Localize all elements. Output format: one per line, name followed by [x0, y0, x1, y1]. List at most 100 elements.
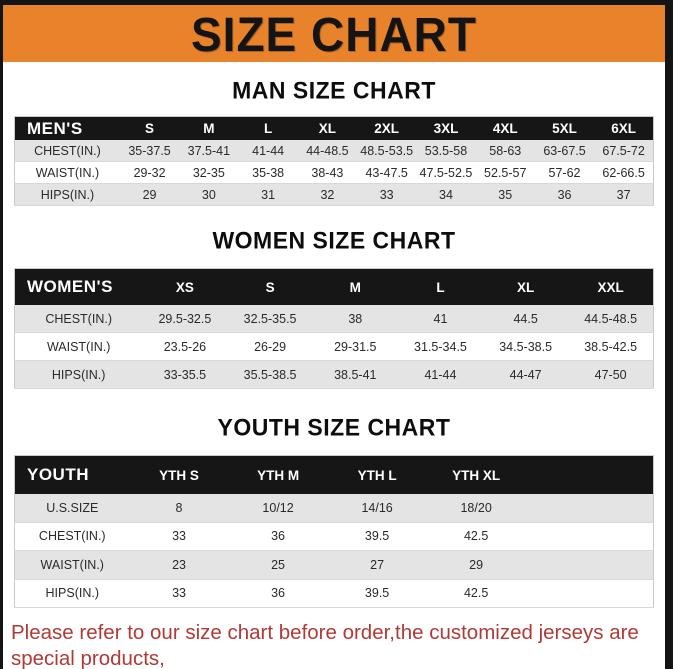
row-spacer — [525, 579, 654, 608]
size-value: 27 — [327, 550, 427, 580]
title-banner: SIZE CHART — [3, 5, 665, 62]
size-value: 38-43 — [297, 161, 358, 184]
size-value: 14/16 — [327, 494, 427, 523]
measurement-label: HIPS(IN.) — [14, 183, 120, 206]
table-row: CHEST(IN.) 35-37.5 37.5-41 41-44 44-48.5 48.5… — [14, 140, 654, 162]
size-table-header-row: MEN'S S M L XL 2XL 3XL 4XL 5XL 6XL — [14, 116, 654, 140]
size-column-header: YTH M — [257, 467, 300, 483]
size-value: 33-35.5 — [142, 360, 228, 389]
size-column-header: L — [436, 279, 445, 295]
size-value: 58-63 — [475, 140, 535, 162]
size-column-header: M — [203, 121, 215, 136]
size-value: 32-35 — [179, 161, 239, 184]
size-value: 10/12 — [228, 494, 328, 523]
youth-size-table: YOUTH YTH S YTH M YTH L YTH XL U.S.SIZE 8 10/12… — [14, 455, 654, 608]
size-value: 44-48.5 — [297, 140, 358, 162]
women-section-heading: WOMEN SIZE CHART — [212, 226, 456, 254]
size-value: 36 — [534, 183, 595, 206]
size-value: 33 — [129, 522, 229, 551]
size-value: 48.5-53.5 — [357, 140, 417, 162]
size-value: 33 — [129, 579, 229, 608]
measurement-label: CHEST(IN.) — [14, 305, 143, 333]
size-column-header: YTH XL — [452, 467, 501, 483]
size-value: 47.5-52.5 — [416, 161, 476, 184]
women-size-chart-section: WOMEN SIZE CHART WOMEN'S XS S M L XL XXL CHEST(… — [3, 226, 665, 389]
size-value: 35 — [475, 183, 535, 206]
size-value: 44.5-48.5 — [568, 305, 654, 333]
footer-note-line1: Please refer to our size chart before or… — [11, 621, 639, 669]
size-value: 52.5-57 — [475, 161, 535, 184]
table-corner-label: MEN'S — [27, 118, 83, 138]
row-spacer — [525, 550, 654, 580]
page-title: SIZE CHART — [191, 6, 477, 61]
size-value: 23 — [129, 550, 229, 580]
table-corner-label: YOUTH — [27, 465, 89, 484]
size-column-header: S — [145, 121, 155, 136]
measurement-label: CHEST(IN.) — [14, 140, 120, 162]
measurement-label: U.S.SIZE — [14, 494, 130, 523]
size-value: 35.5-38.5 — [227, 360, 313, 389]
measurement-label: HIPS(IN.) — [14, 360, 143, 389]
table-corner-label: WOMEN'S — [27, 277, 113, 296]
size-value: 38 — [312, 305, 398, 333]
man-size-chart-section: MAN SIZE CHART MEN'S S M L XL 2XL 3XL 4XL 5XL 6XL… — [3, 76, 665, 206]
size-column-header: YTH L — [357, 467, 397, 483]
size-value: 32 — [297, 183, 358, 206]
measurement-label: HIPS(IN.) — [14, 579, 130, 608]
measurement-label: WAIST(IN.) — [14, 550, 130, 580]
size-value: 18/20 — [426, 494, 526, 523]
size-value: 31.5-34.5 — [397, 332, 484, 361]
size-value: 29-32 — [119, 161, 180, 184]
size-table-header-row: YOUTH YTH S YTH M YTH L YTH XL — [14, 455, 654, 494]
size-value: 44.5 — [483, 305, 569, 333]
table-row: HIPS(IN.) 29 30 31 32 33 34 35 36 37 — [14, 183, 654, 206]
size-value: 47-50 — [568, 360, 654, 389]
size-value: 29 — [119, 183, 180, 206]
measurement-label: CHEST(IN.) — [14, 522, 130, 551]
man-section-heading: MAN SIZE CHART — [232, 76, 436, 104]
size-value: 33 — [357, 183, 417, 206]
measurement-label: WAIST(IN.) — [14, 332, 143, 361]
size-value: 37 — [594, 183, 654, 206]
size-value: 43-47.5 — [357, 161, 417, 184]
size-value: 8 — [129, 494, 229, 523]
table-row: HIPS(IN.) 33-35.5 35.5-38.5 38.5-41 41-44 44-… — [14, 360, 654, 389]
size-column-header: M — [349, 279, 361, 295]
size-value: 31 — [238, 183, 298, 206]
size-column-header: XXL — [597, 279, 624, 295]
table-row: U.S.SIZE 8 10/12 14/16 18/20 — [14, 494, 654, 523]
size-column-header: YTH S — [159, 467, 199, 483]
women-size-table: WOMEN'S XS S M L XL XXL CHEST(IN.) 29.5-32.5 32.5… — [14, 268, 654, 389]
size-value: 35-37.5 — [119, 140, 180, 162]
size-value: 29 — [426, 550, 526, 580]
size-value: 37.5-41 — [179, 140, 239, 162]
size-column-header: L — [264, 121, 273, 136]
table-row: WAIST(IN.) 23 25 27 29 — [14, 550, 654, 580]
size-value: 42.5 — [426, 579, 526, 608]
size-value: 39.5 — [327, 522, 427, 551]
table-row: CHEST(IN.) 33 36 39.5 42.5 — [14, 522, 654, 551]
size-value: 29-31.5 — [312, 332, 398, 361]
row-spacer — [525, 522, 654, 551]
size-value: 53.5-58 — [416, 140, 476, 162]
size-value: 63-67.5 — [534, 140, 595, 162]
size-column-header: 3XL — [433, 121, 459, 136]
size-value: 34.5-38.5 — [483, 332, 569, 361]
table-row: WAIST(IN.) 29-32 32-35 35-38 38-43 43-47.5 47.… — [14, 161, 654, 184]
youth-size-chart-section: YOUTH SIZE CHART YOUTH YTH S YTH M YTH L YTH… — [3, 413, 665, 608]
size-value: 39.5 — [327, 579, 427, 608]
size-column-header: XL — [517, 279, 535, 295]
size-value: 36 — [228, 522, 328, 551]
size-value: 44-47 — [483, 360, 569, 389]
size-value: 67.5-72 — [594, 140, 654, 162]
size-value: 38.5-41 — [312, 360, 398, 389]
size-value: 26-29 — [227, 332, 313, 361]
size-value: 32.5-35.5 — [227, 305, 313, 333]
table-row: WAIST(IN.) 23.5-26 26-29 29-31.5 31.5-34.5 34… — [14, 332, 654, 361]
size-column-header: XS — [175, 279, 194, 295]
size-value: 36 — [228, 579, 328, 608]
size-column-header: S — [265, 279, 275, 295]
size-value: 62-66.5 — [594, 161, 654, 184]
size-column-header: 5XL — [552, 121, 577, 136]
